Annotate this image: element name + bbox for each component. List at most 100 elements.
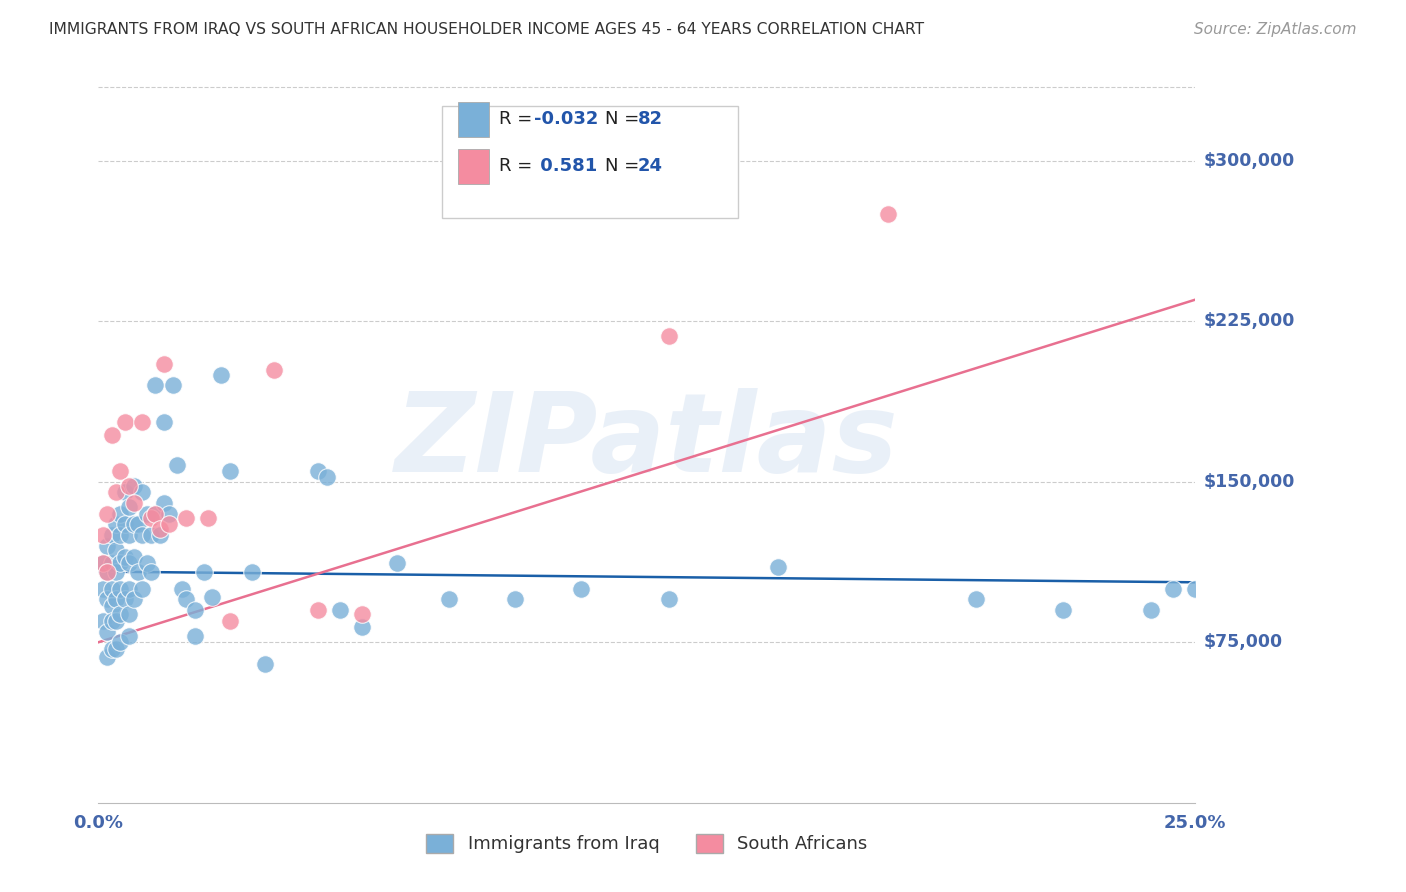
- Point: [219, 614, 242, 628]
- Text: R =: R =: [499, 157, 537, 175]
- Point: [240, 565, 263, 579]
- Text: IMMIGRANTS FROM IRAQ VS SOUTH AFRICAN HOUSEHOLDER INCOME AGES 45 - 64 YEARS CORR: IMMIGRANTS FROM IRAQ VS SOUTH AFRICAN HO…: [49, 22, 924, 37]
- Point: [114, 485, 136, 500]
- Point: [100, 528, 122, 542]
- Text: 0.581: 0.581: [534, 157, 598, 175]
- Text: $150,000: $150,000: [1204, 473, 1295, 491]
- Point: [122, 517, 145, 532]
- Point: [153, 357, 176, 371]
- Point: [307, 603, 329, 617]
- Point: [110, 635, 132, 649]
- Point: [157, 507, 180, 521]
- Text: Source: ZipAtlas.com: Source: ZipAtlas.com: [1194, 22, 1357, 37]
- Point: [385, 556, 408, 570]
- Text: $75,000: $75,000: [1204, 633, 1284, 651]
- Point: [118, 607, 141, 622]
- Point: [145, 507, 167, 521]
- Point: [127, 517, 149, 532]
- Point: [139, 528, 162, 542]
- Point: [1184, 582, 1206, 596]
- Point: [658, 329, 681, 343]
- Text: -0.032: -0.032: [534, 111, 598, 128]
- Point: [118, 479, 141, 493]
- Point: [1052, 603, 1074, 617]
- Point: [110, 528, 132, 542]
- Point: [104, 565, 127, 579]
- Point: [96, 507, 118, 521]
- Point: [153, 496, 176, 510]
- Text: 82: 82: [638, 111, 664, 128]
- Point: [96, 565, 118, 579]
- Point: [104, 543, 127, 558]
- Point: [315, 470, 337, 484]
- Point: [153, 415, 176, 429]
- Point: [149, 522, 172, 536]
- Point: [162, 378, 184, 392]
- Point: [96, 650, 118, 665]
- Point: [96, 624, 118, 639]
- Point: [91, 528, 114, 542]
- Point: [91, 582, 114, 596]
- Point: [135, 556, 157, 570]
- Point: [139, 511, 162, 525]
- Text: $300,000: $300,000: [1204, 152, 1295, 169]
- Point: [118, 556, 141, 570]
- Text: N =: N =: [605, 111, 645, 128]
- Point: [209, 368, 232, 382]
- Point: [104, 485, 127, 500]
- Point: [96, 592, 118, 607]
- Point: [166, 458, 188, 472]
- Point: [127, 565, 149, 579]
- Text: 24: 24: [638, 157, 664, 175]
- Point: [263, 363, 285, 377]
- Point: [219, 464, 242, 478]
- Point: [110, 607, 132, 622]
- Point: [350, 607, 373, 622]
- Legend: Immigrants from Iraq, South Africans: Immigrants from Iraq, South Africans: [418, 825, 876, 863]
- Point: [503, 592, 526, 607]
- Point: [1161, 582, 1184, 596]
- Point: [157, 517, 180, 532]
- Point: [104, 641, 127, 656]
- Point: [254, 657, 277, 671]
- Point: [139, 565, 162, 579]
- Point: [329, 603, 352, 617]
- Point: [193, 565, 215, 579]
- Point: [145, 378, 167, 392]
- Point: [135, 507, 157, 521]
- Point: [104, 592, 127, 607]
- Point: [122, 479, 145, 493]
- Point: [110, 507, 132, 521]
- Point: [118, 528, 141, 542]
- Point: [100, 427, 122, 442]
- Point: [100, 582, 122, 596]
- Point: [118, 582, 141, 596]
- Point: [104, 614, 127, 628]
- Point: [100, 641, 122, 656]
- Point: [131, 582, 153, 596]
- FancyBboxPatch shape: [458, 102, 489, 136]
- Point: [965, 592, 987, 607]
- Point: [118, 500, 141, 515]
- FancyBboxPatch shape: [458, 149, 489, 184]
- Point: [91, 556, 114, 570]
- Point: [122, 549, 145, 564]
- Point: [658, 592, 681, 607]
- Point: [100, 614, 122, 628]
- Point: [174, 592, 197, 607]
- Point: [569, 582, 592, 596]
- Point: [118, 629, 141, 643]
- Point: [184, 629, 207, 643]
- Point: [350, 620, 373, 634]
- FancyBboxPatch shape: [441, 105, 738, 218]
- Point: [96, 565, 118, 579]
- Point: [768, 560, 790, 574]
- Point: [145, 507, 167, 521]
- Point: [91, 614, 114, 628]
- Point: [110, 556, 132, 570]
- Point: [100, 599, 122, 613]
- Point: [110, 582, 132, 596]
- Point: [131, 415, 153, 429]
- Point: [131, 528, 153, 542]
- Point: [114, 592, 136, 607]
